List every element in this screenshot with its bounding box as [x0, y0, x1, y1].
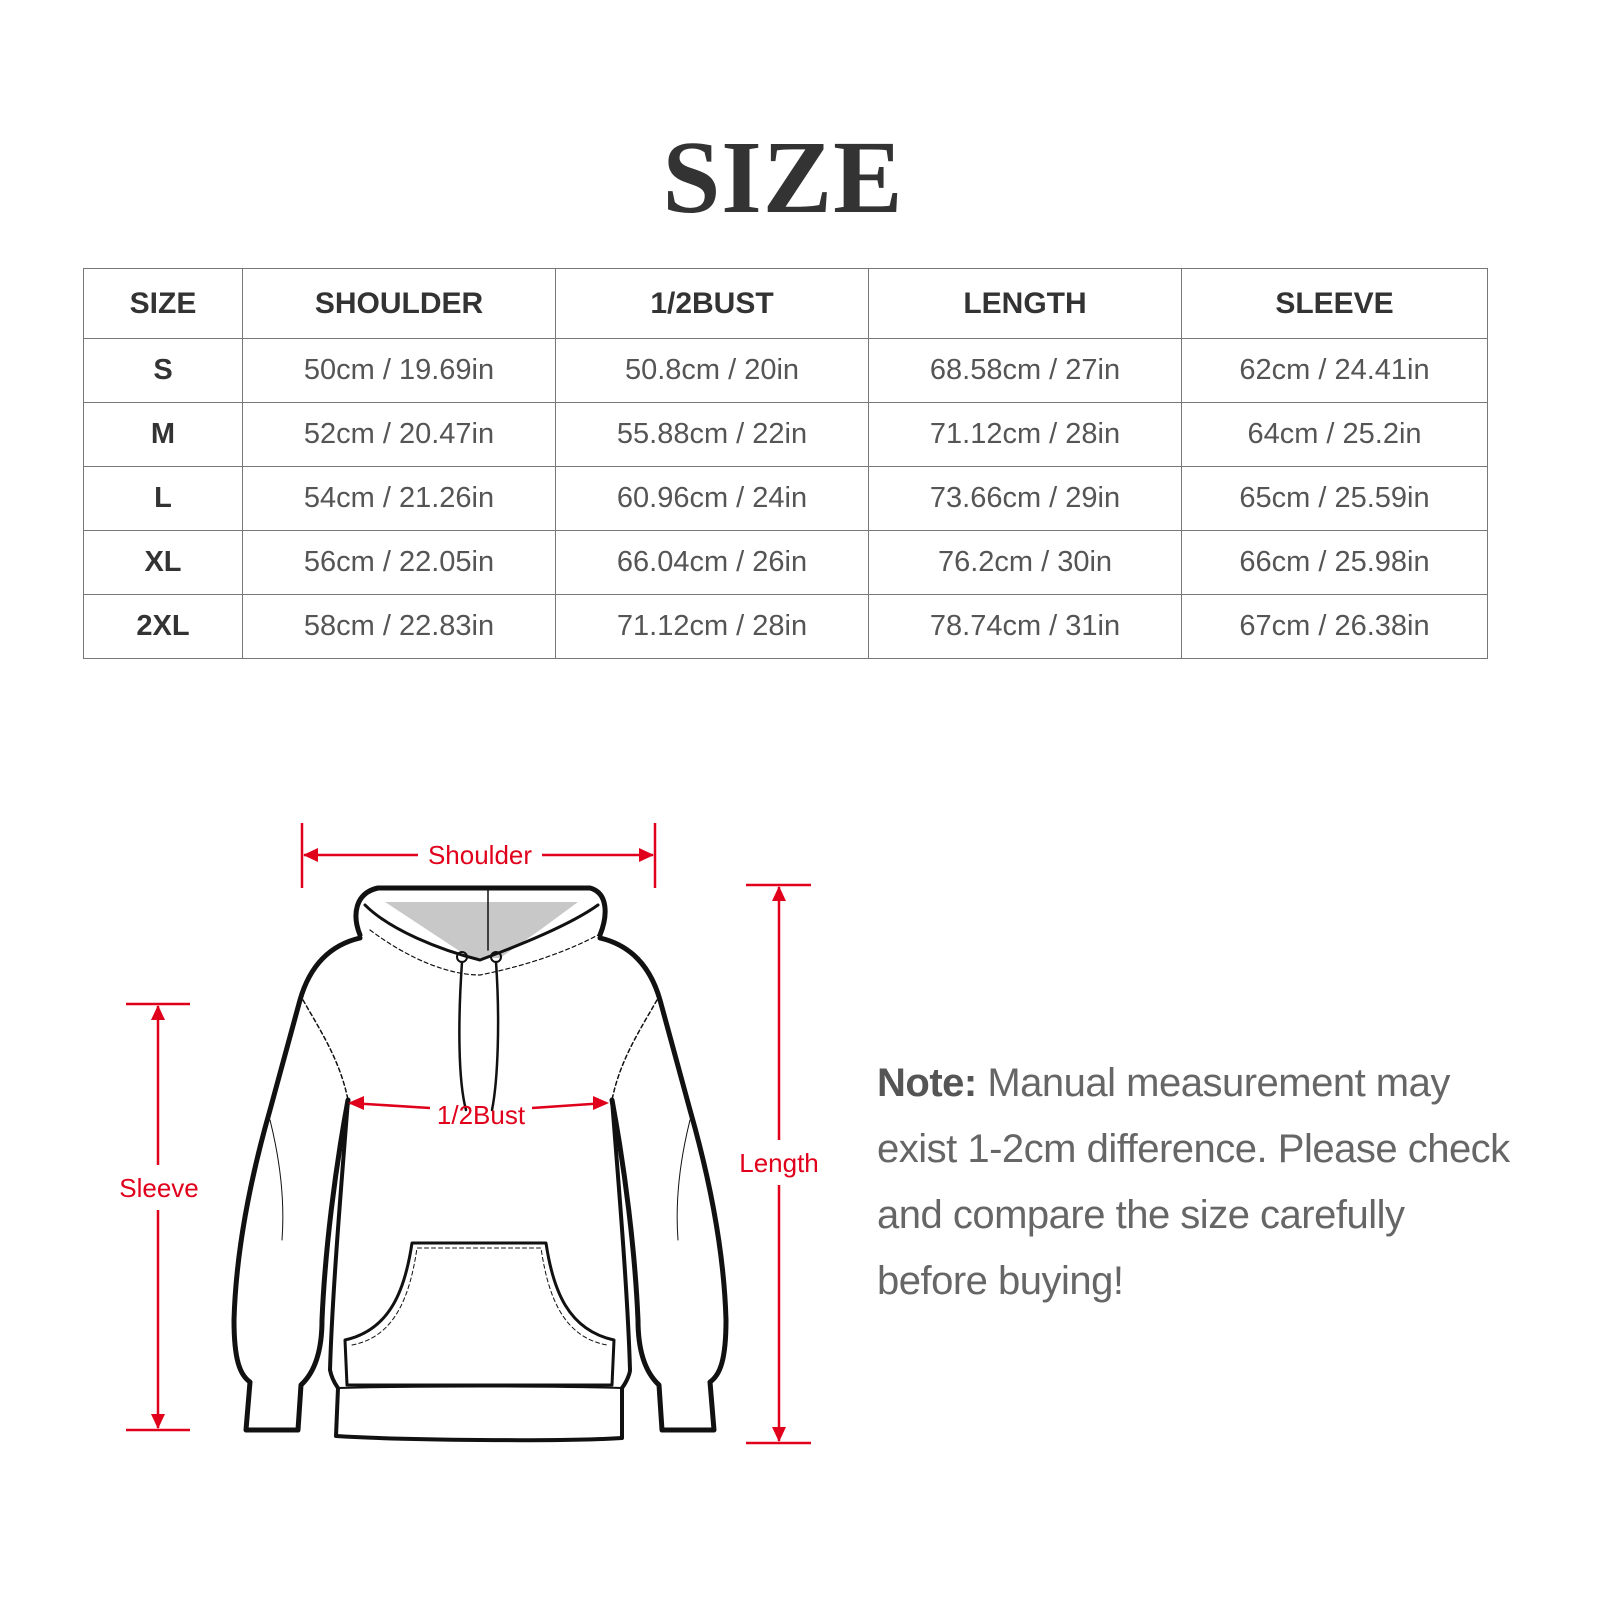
arrow-right-icon — [639, 848, 654, 862]
measurement-arrows — [126, 823, 811, 1445]
cell-length: 76.2cm / 30in — [868, 530, 1182, 595]
cell-shoulder: 56cm / 22.05in — [242, 530, 556, 595]
cell-sleeve: 62cm / 24.41in — [1181, 338, 1488, 403]
page-title: SIZE — [662, 120, 904, 235]
arrow-right-icon — [593, 1096, 609, 1110]
cell-shoulder: 54cm / 21.26in — [242, 466, 556, 531]
cell-sleeve: 66cm / 25.98in — [1181, 530, 1488, 595]
table-row: 2XL 58cm / 22.83in 71.12cm / 28in 78.74cm /… — [83, 594, 1488, 659]
header-size: SIZE — [83, 268, 243, 339]
table-row: S 50cm / 19.69in 50.8cm / 20in 68.58cm / 27… — [83, 338, 1488, 403]
cell-shoulder: 58cm / 22.83in — [242, 594, 556, 659]
note-label: Note: — [877, 1061, 977, 1105]
cell-length: 78.74cm / 31in — [868, 594, 1182, 659]
header-bust: 1/2BUST — [555, 268, 869, 339]
note-body: Manual measurement may exist 1-2cm diffe… — [877, 1061, 1510, 1303]
cell-length: 73.66cm / 29in — [868, 466, 1182, 531]
arrow-down-icon — [151, 1414, 165, 1429]
bust-label: 1/2Bust — [437, 1100, 526, 1130]
shoulder-label: Shoulder — [428, 840, 532, 870]
table-row: XL 56cm / 22.05in 66.04cm / 26in 76.2cm / 3… — [83, 530, 1488, 595]
table-header-row: SIZE SHOULDER 1/2BUST LENGTH SLEEVE — [83, 268, 1488, 339]
arrow-up-icon — [151, 1005, 165, 1020]
cell-shoulder: 50cm / 19.69in — [242, 338, 556, 403]
arrow-down-icon — [772, 1427, 786, 1442]
cell-size: L — [83, 466, 243, 531]
length-label: Length — [739, 1148, 819, 1178]
cell-sleeve: 65cm / 25.59in — [1181, 466, 1488, 531]
header-length: LENGTH — [868, 268, 1182, 339]
table-row: M 52cm / 20.47in 55.88cm / 22in 71.12cm / 2… — [83, 402, 1488, 467]
cell-size: M — [83, 402, 243, 467]
size-table: SIZE SHOULDER 1/2BUST LENGTH SLEEVE S 50c… — [83, 268, 1488, 659]
cell-bust: 71.12cm / 28in — [555, 594, 869, 659]
hoodie-illustration — [231, 885, 729, 1443]
table-row: L 54cm / 21.26in 60.96cm / 24in 73.66cm / 2… — [83, 466, 1488, 531]
header-sleeve: SLEEVE — [1181, 268, 1488, 339]
cell-bust: 50.8cm / 20in — [555, 338, 869, 403]
arrow-left-icon — [303, 848, 318, 862]
note-text: Note: Manual measurement may exist 1-2cm… — [877, 1050, 1517, 1314]
cell-size: S — [83, 338, 243, 403]
cell-sleeve: 64cm / 25.2in — [1181, 402, 1488, 467]
cell-shoulder: 52cm / 20.47in — [242, 402, 556, 467]
cell-length: 71.12cm / 28in — [868, 402, 1182, 467]
cell-bust: 60.96cm / 24in — [555, 466, 869, 531]
cell-size: 2XL — [83, 594, 243, 659]
arrow-up-icon — [772, 886, 786, 901]
cell-bust: 55.88cm / 22in — [555, 402, 869, 467]
cell-bust: 66.04cm / 26in — [555, 530, 869, 595]
cell-sleeve: 67cm / 26.38in — [1181, 594, 1488, 659]
arrow-left-icon — [348, 1096, 364, 1110]
sleeve-label: Sleeve — [119, 1173, 199, 1203]
